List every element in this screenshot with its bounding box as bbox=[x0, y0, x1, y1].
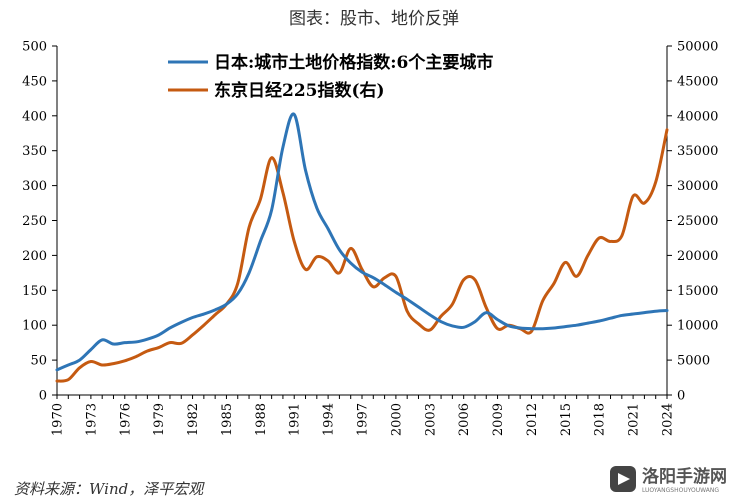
source-note: 资料来源：Wind，泽平宏观 bbox=[14, 480, 204, 498]
x-tick-label: 1985 bbox=[220, 403, 235, 436]
series-line-land-price bbox=[55, 112, 669, 372]
line-chart: 0501001502002503003504004505000500010000… bbox=[22, 40, 718, 437]
x-tick-label: 2015 bbox=[559, 403, 574, 436]
x-tick-label: 1979 bbox=[152, 403, 167, 436]
x-tick-label: 2021 bbox=[627, 403, 642, 436]
x-tick-label: 1991 bbox=[288, 403, 303, 436]
x-tick-label: 2003 bbox=[423, 403, 438, 436]
series-line-nikkei bbox=[55, 128, 669, 383]
x-tick-label: 1997 bbox=[356, 403, 371, 436]
x-tick-label: 2018 bbox=[593, 403, 608, 436]
left-y-tick-label: 350 bbox=[22, 144, 47, 159]
x-tick-label: 2012 bbox=[525, 403, 540, 436]
right-y-tick-label: 20000 bbox=[677, 249, 718, 264]
legend-label: 日本:城市土地价格指数:6个主要城市 bbox=[214, 52, 493, 73]
svg-text:洛阳手游网: 洛阳手游网 bbox=[642, 466, 727, 487]
x-tick-label: 2009 bbox=[491, 403, 506, 436]
right-y-tick-label: 35000 bbox=[677, 144, 718, 159]
svg-text:LUOYANGSHOUYOUWANG: LUOYANGSHOUYOUWANG bbox=[642, 487, 719, 494]
axes: 0501001502002503003504004505000500010000… bbox=[22, 40, 718, 437]
right-y-tick-label: 0 bbox=[677, 389, 685, 404]
left-y-tick-label: 0 bbox=[39, 389, 47, 404]
right-y-tick-label: 40000 bbox=[677, 109, 718, 124]
left-y-tick-label: 100 bbox=[22, 319, 47, 334]
left-y-tick-label: 150 bbox=[22, 284, 47, 299]
legend-label: 东京日经225指数(右) bbox=[214, 80, 385, 101]
x-tick-label: 1982 bbox=[186, 403, 201, 436]
left-y-tick-label: 250 bbox=[22, 214, 47, 229]
watermark-logo: 洛阳手游网 LUOYANGSHOUYOUWANG bbox=[610, 466, 727, 494]
right-y-tick-label: 5000 bbox=[677, 354, 710, 369]
x-tick-label: 2000 bbox=[389, 403, 404, 436]
chart-title: 图表：股市、地价反弹 bbox=[289, 9, 459, 29]
right-y-tick-label: 50000 bbox=[677, 40, 718, 55]
x-tick-label: 1973 bbox=[84, 403, 99, 436]
right-y-tick-label: 45000 bbox=[677, 74, 718, 89]
right-y-tick-label: 10000 bbox=[677, 319, 718, 334]
left-y-tick-label: 300 bbox=[22, 179, 47, 194]
left-y-tick-label: 400 bbox=[22, 109, 47, 124]
left-y-tick-label: 200 bbox=[22, 249, 47, 264]
x-tick-label: 2024 bbox=[661, 403, 676, 436]
left-y-tick-label: 500 bbox=[22, 40, 47, 55]
x-tick-label: 1970 bbox=[51, 403, 66, 436]
left-y-tick-label: 50 bbox=[30, 354, 47, 369]
right-y-tick-label: 30000 bbox=[677, 179, 718, 194]
x-tick-label: 1976 bbox=[118, 403, 133, 436]
x-tick-label: 1988 bbox=[254, 403, 269, 436]
series-lines bbox=[55, 112, 669, 383]
left-y-tick-label: 450 bbox=[22, 74, 47, 89]
right-y-tick-label: 25000 bbox=[677, 214, 718, 229]
x-tick-label: 1994 bbox=[322, 403, 337, 436]
right-y-tick-label: 15000 bbox=[677, 284, 718, 299]
x-tick-label: 2006 bbox=[457, 403, 472, 436]
